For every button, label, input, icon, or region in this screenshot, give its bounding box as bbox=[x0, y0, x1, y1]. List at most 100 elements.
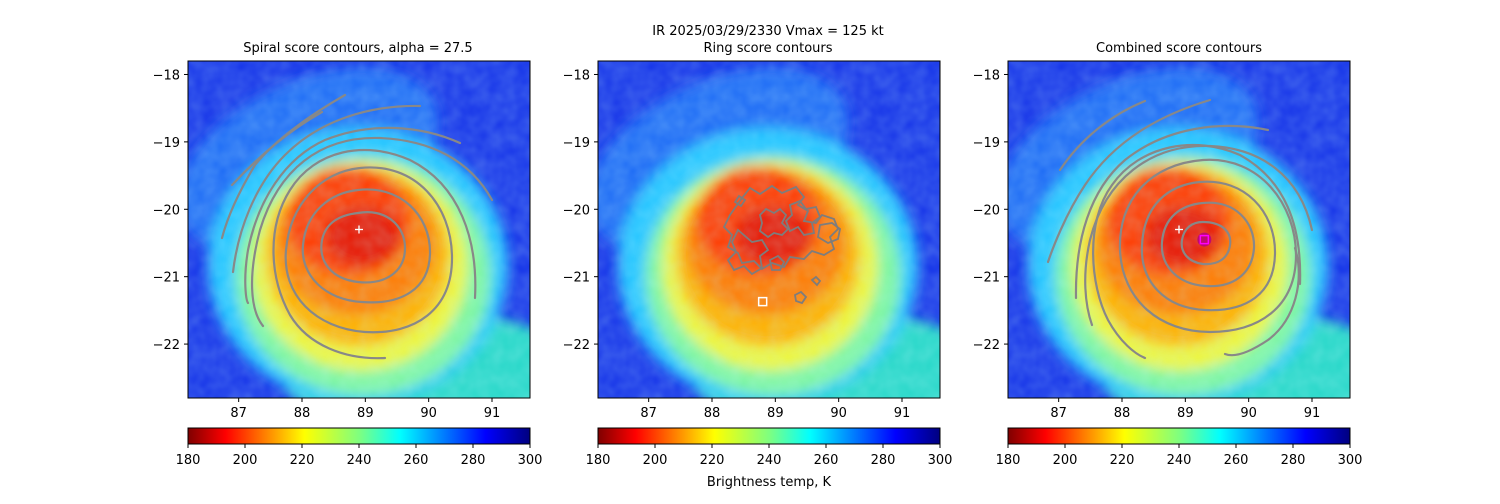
contour-line bbox=[244, 126, 462, 305]
y-tick-label: −21 bbox=[153, 271, 180, 286]
contour-line bbox=[784, 199, 822, 236]
marker-square bbox=[1199, 234, 1210, 245]
contour-line bbox=[1092, 143, 1302, 360]
contour-line bbox=[272, 148, 477, 360]
brightness-heatmap bbox=[557, 29, 988, 431]
y-tick-label: −20 bbox=[563, 203, 590, 218]
colorbar-tick-label: 220 bbox=[290, 453, 315, 468]
panel-markers bbox=[757, 296, 768, 307]
score-max-square-marker bbox=[1197, 232, 1212, 247]
y-tick-label: −19 bbox=[153, 136, 180, 151]
y-tick-label: −20 bbox=[153, 203, 180, 218]
contour-line bbox=[1074, 124, 1270, 300]
colorbar: 180 200 220 240 260 280 300 bbox=[996, 427, 1363, 468]
x-ticks: 87 88 89 90 91 bbox=[1050, 398, 1320, 421]
plot-frame bbox=[1007, 60, 1351, 399]
contour-line bbox=[1084, 144, 1314, 327]
x-tick-label: 91 bbox=[484, 406, 501, 421]
ring-contours bbox=[722, 184, 841, 305]
colorbar-tick-label: 300 bbox=[1338, 453, 1363, 468]
colorbar-tick-label: 280 bbox=[1281, 453, 1306, 468]
colorbar-tick-label: 200 bbox=[1053, 453, 1078, 468]
score-max-square-marker bbox=[757, 296, 768, 307]
contour-line bbox=[810, 275, 822, 287]
x-tick-label: 89 bbox=[1177, 406, 1194, 421]
contour-line bbox=[284, 166, 454, 334]
panel-ring: Ring score contours 87 88 89 90 91 −18 −19 −20… bbox=[557, 29, 988, 490]
colorbar-ticks: 180 200 220 240 260 280 300 bbox=[176, 444, 543, 468]
colorbar-tick-label: 180 bbox=[996, 453, 1021, 468]
x-tick-label: 87 bbox=[1050, 406, 1067, 421]
x-tick-label: 88 bbox=[1114, 406, 1131, 421]
center-plus-marker bbox=[355, 225, 363, 234]
marker-square bbox=[757, 296, 768, 307]
brightness-heatmap bbox=[147, 29, 578, 431]
contour-line bbox=[1180, 220, 1232, 266]
colorbar-tick-label: 300 bbox=[518, 453, 543, 468]
colorbar-tick-label: 220 bbox=[1110, 453, 1135, 468]
colorbar: 180 200 220 240 260 280 300 bbox=[586, 427, 952, 468]
y-tick-label: −18 bbox=[563, 68, 590, 83]
colorbar-tick-label: 260 bbox=[404, 453, 429, 468]
center-plus-marker bbox=[1175, 225, 1183, 234]
contour-line bbox=[794, 290, 808, 305]
y-tick-label: −22 bbox=[563, 338, 590, 353]
y-tick-label: −20 bbox=[973, 203, 1000, 218]
plot-frame bbox=[187, 60, 531, 399]
colorbar-gradient bbox=[1007, 427, 1351, 445]
contour-line bbox=[768, 254, 786, 271]
contour-line bbox=[1140, 180, 1277, 312]
colorbar-tick-label: 260 bbox=[814, 453, 839, 468]
y-tick-label: −19 bbox=[973, 136, 1000, 151]
contour-line bbox=[320, 211, 407, 284]
colorbar-tick-label: 180 bbox=[586, 453, 611, 468]
panel-title: Ring score contours bbox=[703, 41, 832, 56]
brightness-heatmap bbox=[967, 29, 1398, 431]
panel-combined: Combined score contours 87 88 89 90 91 −18 −1… bbox=[967, 29, 1398, 468]
contour-line bbox=[733, 194, 747, 208]
contour-line bbox=[1118, 158, 1298, 334]
x-tick-label: 91 bbox=[1304, 406, 1321, 421]
contour-line bbox=[726, 228, 770, 276]
contour-line bbox=[817, 222, 841, 245]
colorbar-tick-label: 200 bbox=[643, 453, 668, 468]
contour-line bbox=[1058, 99, 1147, 172]
y-ticks: −18 −19 −20 −21 −22 bbox=[563, 68, 598, 353]
x-tick-label: 89 bbox=[357, 406, 374, 421]
y-tick-label: −21 bbox=[563, 271, 590, 286]
x-tick-label: 87 bbox=[640, 406, 657, 421]
contour-line bbox=[301, 188, 432, 304]
colorbar-tick-label: 260 bbox=[1224, 453, 1249, 468]
colorbar-tick-label: 240 bbox=[1167, 453, 1192, 468]
x-tick-label: 90 bbox=[1240, 406, 1257, 421]
panel-markers bbox=[1175, 225, 1212, 247]
contour-line bbox=[1223, 246, 1300, 357]
marker-halo bbox=[1197, 232, 1212, 247]
contour-line bbox=[758, 207, 790, 239]
combined-contours bbox=[1046, 98, 1314, 360]
colorbar-tick-label: 240 bbox=[757, 453, 782, 468]
colorbar-tick-label: 240 bbox=[347, 453, 372, 468]
contour-line bbox=[220, 93, 347, 240]
panel-title: Combined score contours bbox=[1096, 41, 1262, 56]
contour-line bbox=[231, 104, 422, 274]
colorbar-tick-label: 180 bbox=[176, 453, 201, 468]
contour-line bbox=[230, 110, 324, 187]
contour-line bbox=[1160, 201, 1256, 288]
colorbar-label: Brightness temp, K bbox=[707, 475, 832, 490]
x-tick-label: 90 bbox=[830, 406, 847, 421]
colorbar-tick-label: 280 bbox=[461, 453, 486, 468]
x-tick-label: 91 bbox=[894, 406, 911, 421]
y-tick-label: −22 bbox=[973, 338, 1000, 353]
x-tick-label: 87 bbox=[230, 406, 247, 421]
plot-frame bbox=[597, 60, 941, 399]
panel-markers bbox=[355, 225, 363, 234]
colorbar-gradient bbox=[597, 427, 941, 445]
y-tick-label: −18 bbox=[973, 68, 1000, 83]
panel-spiral: Spiral score contours, alpha = 27.5 87 88… bbox=[147, 29, 578, 468]
colorbar-ticks: 180 200 220 240 260 280 300 bbox=[586, 444, 952, 468]
colorbar-tick-label: 280 bbox=[871, 453, 896, 468]
colorbar-tick-label: 220 bbox=[700, 453, 725, 468]
x-ticks: 87 88 89 90 91 bbox=[230, 398, 500, 421]
